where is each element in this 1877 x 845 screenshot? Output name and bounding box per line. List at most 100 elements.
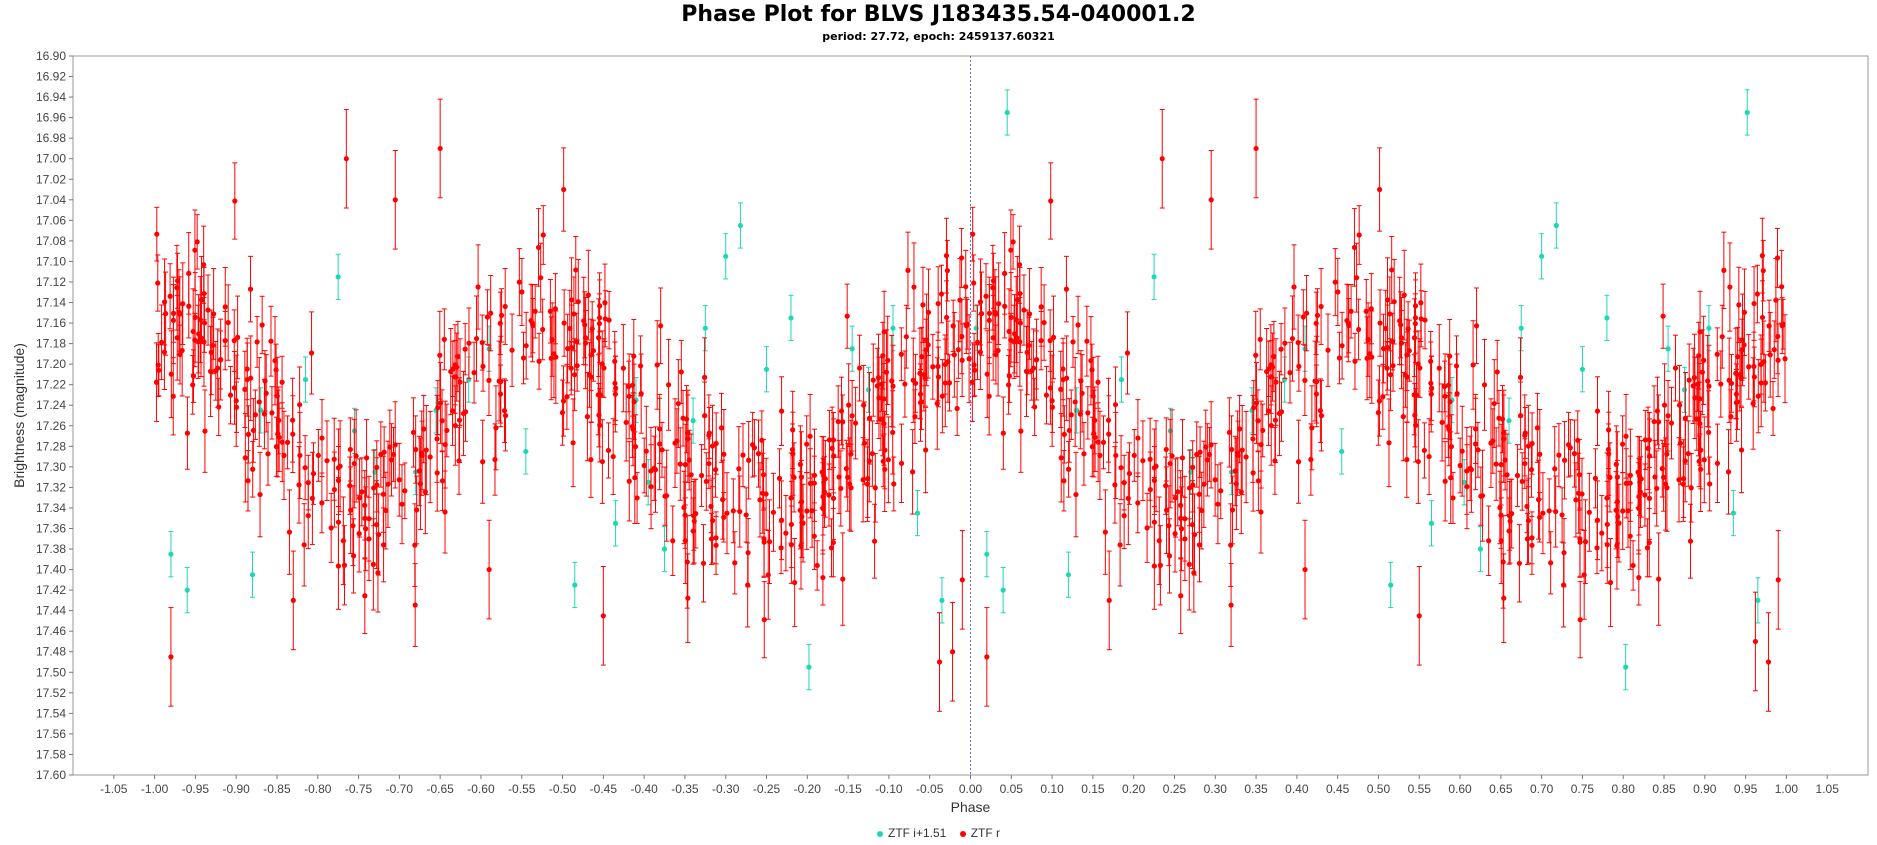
ztf-r-point <box>761 539 767 545</box>
ztf-i-point <box>702 325 708 331</box>
ztf-r-point <box>921 372 927 378</box>
x-tick-label: 0.30 <box>1204 782 1228 796</box>
ztf-i-point <box>1579 366 1586 372</box>
ztf-r-point <box>681 504 687 511</box>
ztf-r-point <box>925 309 932 315</box>
ztf-r-point <box>1163 446 1169 453</box>
ztf-r-point <box>1573 497 1579 503</box>
ztf-r-point <box>335 563 342 569</box>
ztf-r-point <box>1208 442 1214 448</box>
ztf-r-point <box>1514 472 1521 479</box>
ztf-r-point <box>885 357 891 363</box>
ztf-r-point <box>683 416 690 422</box>
ztf-r-point <box>1257 336 1263 342</box>
ztf-r-point <box>995 347 1001 354</box>
ztf-r-point <box>1169 453 1175 459</box>
ztf-r-point <box>878 416 884 422</box>
ztf-r-point <box>1528 467 1535 473</box>
ztf-r-point <box>1237 426 1243 432</box>
ztf-r-point <box>746 457 752 463</box>
ztf-r-point <box>1088 358 1094 364</box>
x-tick-label: 0.55 <box>1408 782 1432 796</box>
ztf-r-point <box>860 477 866 483</box>
ztf-r-point <box>890 383 896 389</box>
ztf-r-point <box>903 334 909 340</box>
ztf-r-point <box>1642 437 1648 443</box>
ztf-r-point <box>1613 461 1619 467</box>
ztf-r-point <box>1140 458 1146 464</box>
ztf-r-point <box>353 453 359 459</box>
ztf-r-point <box>1627 472 1633 478</box>
plot-frame <box>72 55 1869 776</box>
ztf-r-point <box>990 335 996 341</box>
ztf-r-point <box>1701 457 1707 463</box>
ztf-r-point <box>168 654 174 660</box>
ztf-r-point <box>1421 447 1427 454</box>
ztf-r-point <box>1135 435 1141 441</box>
ztf-r-point <box>245 431 252 437</box>
ztf-r-point <box>1266 366 1272 372</box>
ztf-r-point <box>257 491 263 498</box>
ztf-r-point <box>1676 477 1682 483</box>
ztf-r-point <box>1339 343 1345 349</box>
ztf-r-point <box>180 301 186 307</box>
ztf-r-point <box>1308 456 1314 463</box>
ztf-r-point <box>1073 491 1079 498</box>
ztf-r-point <box>480 363 486 369</box>
ztf-r-point <box>670 538 676 544</box>
ztf-r-point <box>1714 460 1721 466</box>
ztf-r-point <box>190 382 196 388</box>
ztf-r-point <box>1047 385 1053 391</box>
ztf-r-point <box>201 320 208 326</box>
ztf-r-point <box>462 346 468 352</box>
ztf-r-point <box>626 383 632 390</box>
ztf-r-point <box>473 335 480 342</box>
y-tick-label: 17.00 <box>36 152 66 166</box>
ztf-r-point <box>1163 507 1170 513</box>
ztf-r-point <box>1354 275 1360 281</box>
ztf-r-point <box>1043 392 1050 398</box>
ztf-r-point <box>1457 462 1463 469</box>
y-tick-label: 17.38 <box>36 542 66 556</box>
x-tick-label: 0.00 <box>959 782 983 796</box>
ztf-r-point <box>1135 500 1141 506</box>
x-tick-label: -0.95 <box>182 782 210 796</box>
ztf-r-point <box>235 334 241 340</box>
ztf-r-point <box>637 363 644 369</box>
ztf-r-point <box>573 267 579 273</box>
ztf-r-point <box>1765 659 1772 665</box>
ztf-r-point <box>1735 354 1741 360</box>
ztf-r-point <box>1668 420 1675 426</box>
ztf-r-point <box>1268 422 1274 429</box>
y-tick-label: 17.40 <box>36 563 66 577</box>
ztf-r-point <box>685 595 691 601</box>
ztf-r-point <box>529 320 535 326</box>
ztf-r-point <box>1559 512 1565 518</box>
ztf-r-point <box>1759 253 1765 259</box>
ztf-r-point <box>1295 339 1301 346</box>
ztf-r-point <box>688 472 694 478</box>
ztf-r-point <box>362 515 368 521</box>
ztf-r-point <box>977 349 983 355</box>
ztf-r-point <box>977 299 984 305</box>
ztf-r-point <box>1365 337 1371 343</box>
ztf-r-point <box>920 302 926 308</box>
ztf-r-point <box>1636 574 1642 581</box>
ztf-r-point <box>1548 560 1554 566</box>
ztf-i-point <box>890 325 896 331</box>
ztf-r-point <box>1375 410 1381 416</box>
ztf-r-point <box>450 366 456 372</box>
ztf-r-point <box>1577 617 1583 623</box>
ztf-r-point <box>840 576 846 582</box>
ztf-r-point <box>1478 493 1484 499</box>
x-tick-label: -0.50 <box>549 782 577 796</box>
ztf-r-point <box>192 314 198 320</box>
ztf-r-point <box>460 410 467 417</box>
ztf-i-point <box>806 664 812 670</box>
ztf-r-point <box>1759 314 1766 321</box>
ztf-r-point <box>1144 525 1150 531</box>
ztf-r-point <box>1178 526 1185 532</box>
ztf-i-point <box>1477 546 1484 552</box>
ztf-r-point <box>1228 446 1235 453</box>
ztf-r-point <box>814 562 820 569</box>
